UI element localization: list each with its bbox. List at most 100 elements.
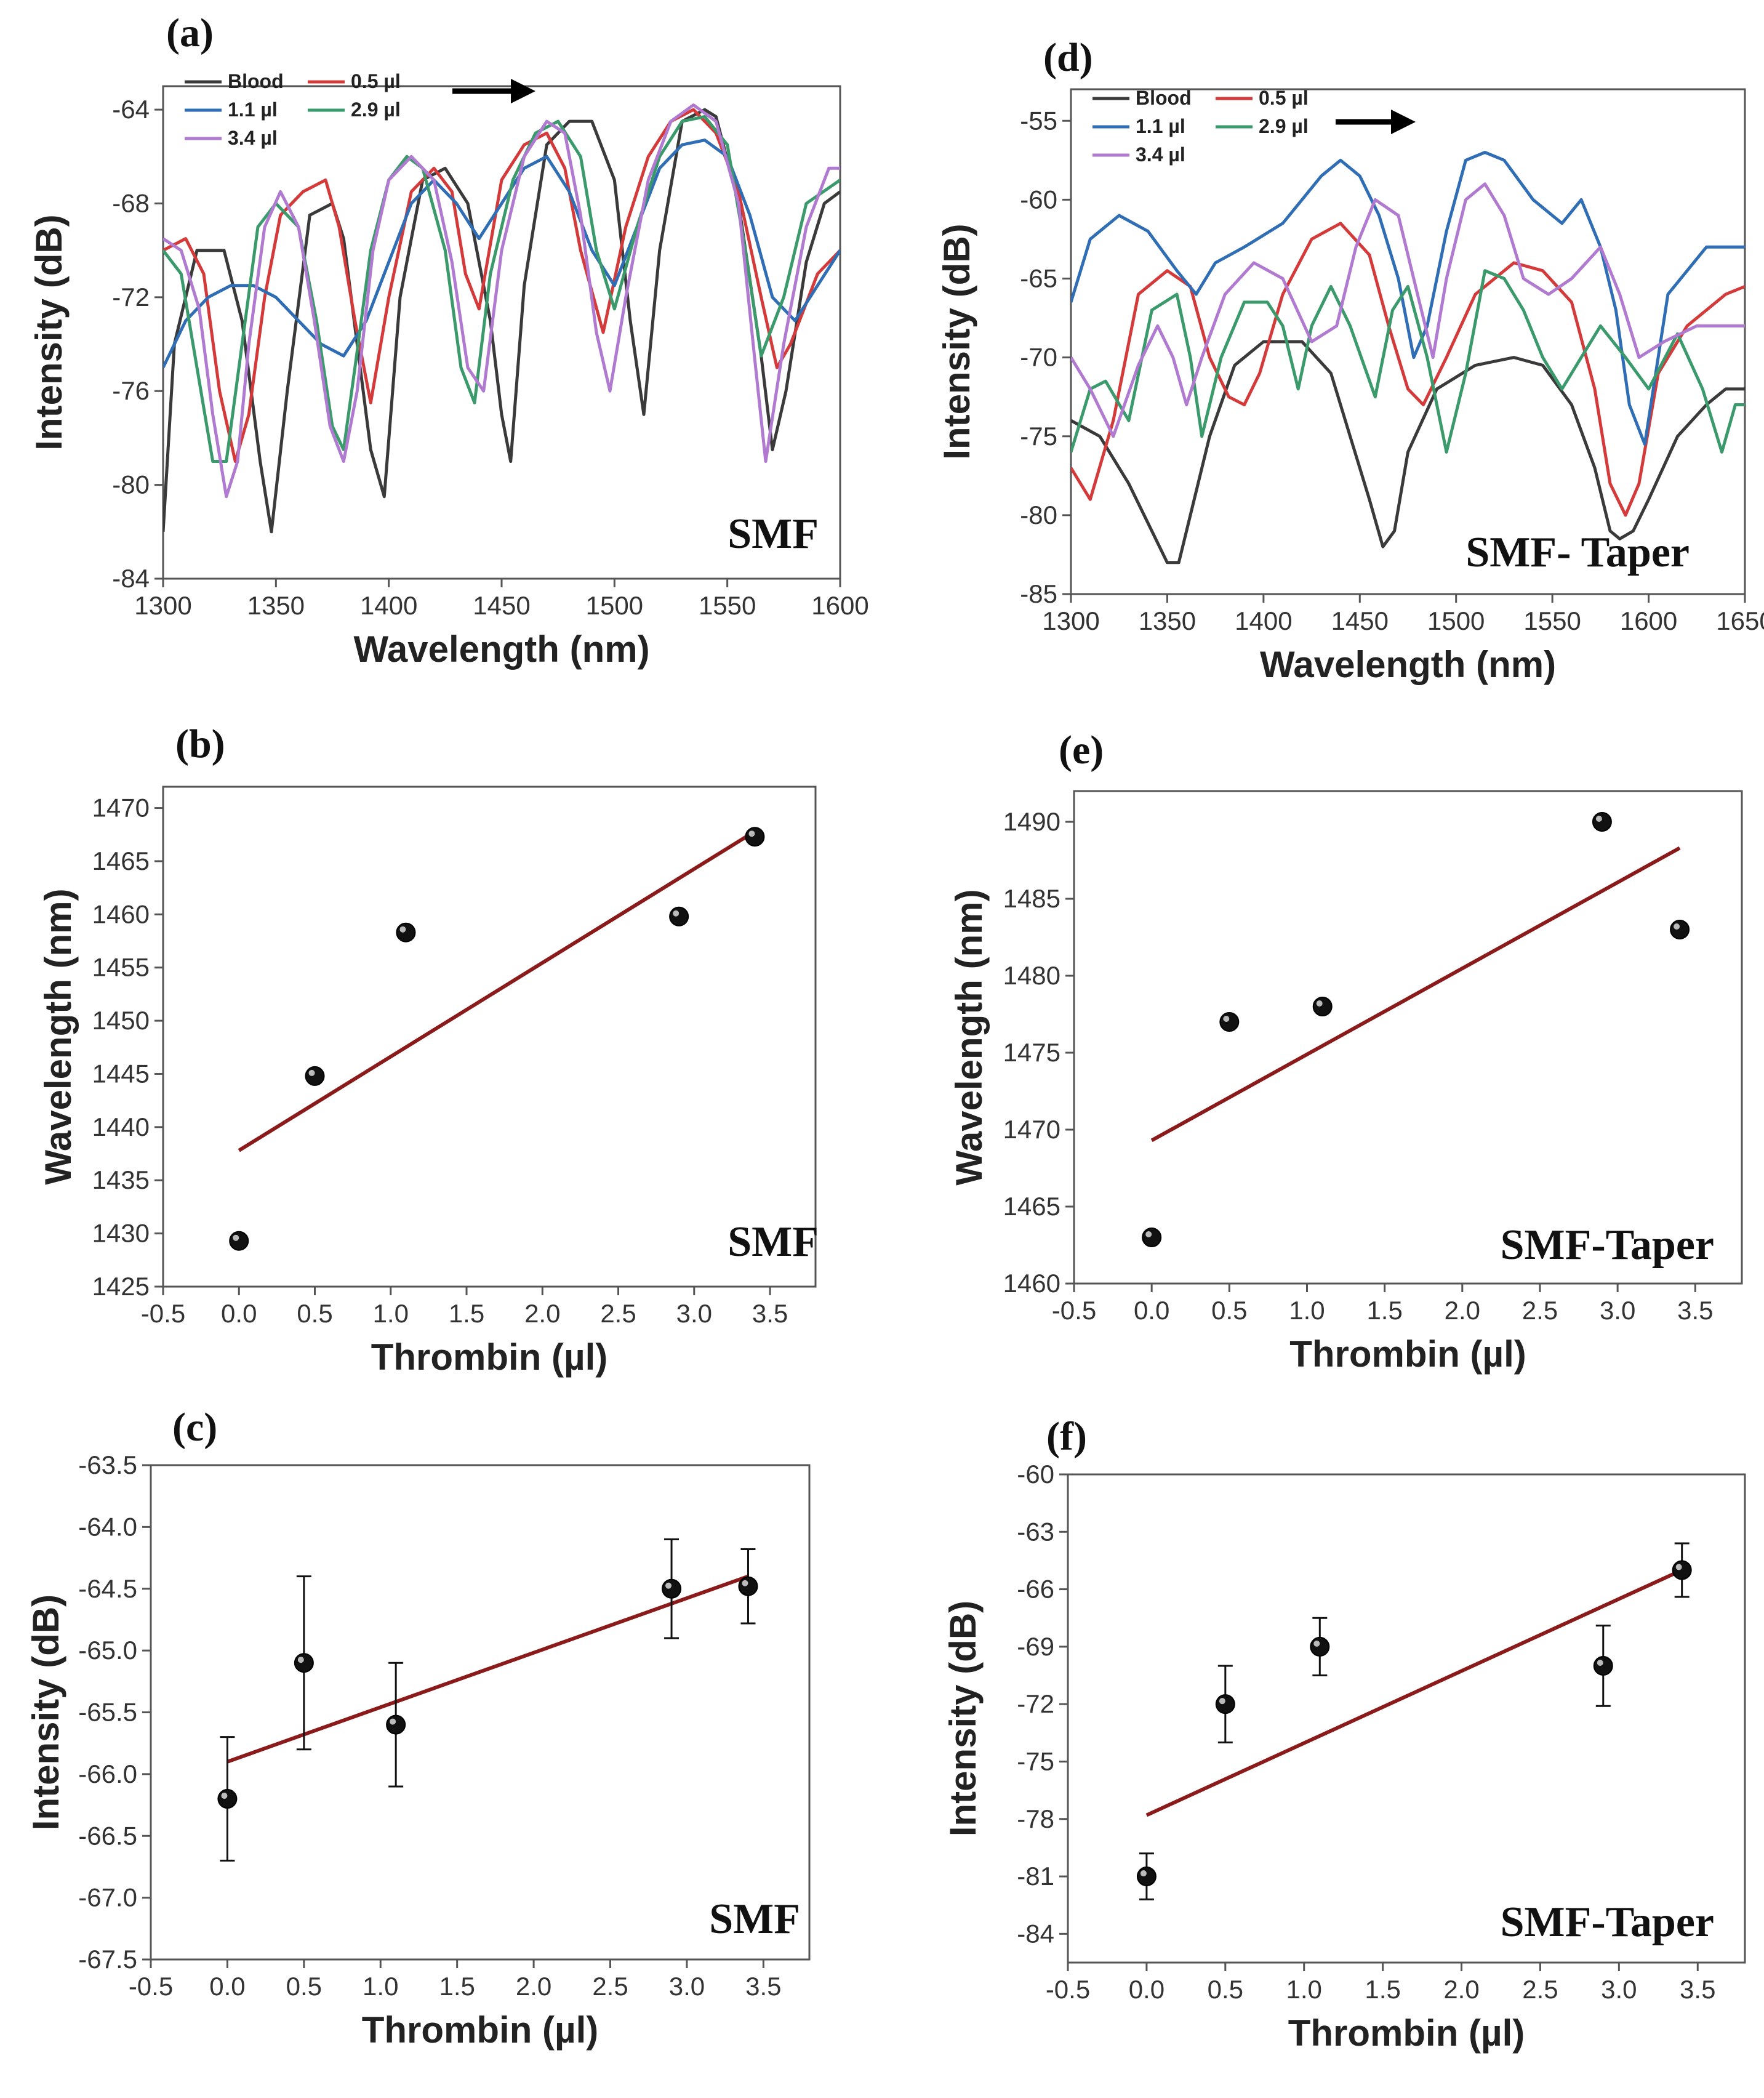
x-tick-label: 3.0: [676, 1299, 712, 1328]
y-tick-label: -78: [1017, 1804, 1054, 1833]
x-tick-label: 1500: [586, 591, 643, 620]
legend-label: 1.1 µl: [1136, 115, 1185, 137]
data-point: [1592, 812, 1612, 832]
x-tick-label: 1.0: [373, 1299, 409, 1328]
chart-panel-c: -0.5 0.0 0.5 1.0 1.5 2.0 2.5 3.0 3.5 -67.5 -67.0 -6…: [25, 1405, 811, 2051]
data-point: [1593, 1655, 1613, 1676]
x-tick-label: 1600: [811, 591, 868, 620]
y-tick-label: -72: [112, 283, 150, 311]
y-tick-label: 1460: [92, 899, 150, 928]
data-point-highlight: [1316, 1000, 1323, 1007]
x-tick-label: 3.5: [752, 1299, 788, 1328]
panel-tag: SMF: [709, 1895, 800, 1943]
y-tick-label: -66.5: [78, 1821, 137, 1850]
series-line-05l: [1071, 222, 1745, 517]
data-point-highlight: [1313, 1640, 1320, 1647]
y-tick-label: 1480: [1003, 961, 1060, 990]
y-tick-label: -64.5: [78, 1574, 137, 1603]
x-tick-label: 1450: [1331, 606, 1389, 635]
series-line-29l: [1071, 269, 1745, 454]
data-point: [386, 1714, 406, 1735]
y-tick-label: 1475: [1003, 1038, 1060, 1067]
x-tick-label: 1500: [1427, 606, 1485, 635]
legend-label: Blood: [228, 70, 284, 92]
plot-frame: [1073, 790, 1743, 1285]
y-tick-label: -60: [1020, 185, 1057, 214]
panel-label: (a): [166, 10, 214, 55]
x-tick-label: 2.5: [600, 1299, 636, 1328]
x-tick-label: -0.5: [129, 1972, 173, 2001]
panel-tag: SMF: [728, 510, 819, 558]
data-point-highlight: [221, 1793, 228, 1799]
x-tick-label: 3.0: [1601, 1975, 1637, 2004]
x-tick-label: 0.0: [209, 1972, 245, 2001]
data-point-highlight: [1674, 923, 1680, 930]
panel-tag: SMF: [728, 1218, 819, 1266]
plot-frame: [162, 786, 817, 1288]
chart-panel-b: -0.5 0.0 0.5 1.0 1.5 2.0 2.5 3.0 3.5 1425 1430 1435…: [38, 721, 819, 1378]
x-tick-label: 2.0: [1443, 1975, 1479, 2004]
data-point-highlight: [399, 926, 406, 933]
x-tick-label: 1400: [1235, 606, 1292, 635]
x-tick-label: 2.5: [592, 1972, 628, 2001]
x-tick-label: 2.0: [524, 1299, 560, 1328]
y-tick-label: 1445: [92, 1059, 150, 1088]
y-axis-title: Intensity (dB): [936, 223, 977, 459]
y-axis-title: Wavelength (nm): [948, 889, 990, 1185]
data-point: [217, 1789, 238, 1809]
chart-panel-f: -0.5 0.0 0.5 1.0 1.5 2.0 2.5 3.0 3.5 -84 -81 -78 -75…: [942, 1414, 1746, 2054]
y-tick-label: -85: [1020, 579, 1057, 608]
data-point: [229, 1231, 249, 1251]
y-tick-label: -63.5: [78, 1450, 137, 1479]
y-axis-title: Wavelength (nm): [38, 888, 79, 1184]
x-axis-title: Thrombin (µl): [1288, 2012, 1525, 2054]
legend-label: 3.4 µl: [228, 127, 278, 149]
shift-arrow-head: [511, 79, 535, 103]
panel-label: (f): [1046, 1414, 1087, 1459]
x-tick-label: 1.0: [363, 1972, 398, 2001]
x-tick-label: 3.5: [1680, 1975, 1715, 2004]
data-point-highlight: [1219, 1698, 1225, 1705]
shift-arrow-head: [1391, 110, 1416, 134]
y-tick-label: -72: [1017, 1689, 1054, 1718]
y-tick-label: -84: [112, 564, 150, 593]
y-tick-label: 1470: [1003, 1115, 1060, 1144]
x-axis-title: Wavelength (nm): [1260, 644, 1556, 685]
data-point: [669, 906, 689, 926]
x-tick-label: 1.0: [1289, 1296, 1325, 1325]
x-tick-label: 2.5: [1522, 1296, 1558, 1325]
x-tick-label: 1.5: [449, 1299, 484, 1328]
data-point-highlight: [308, 1069, 315, 1076]
plot-area: [1071, 151, 1745, 565]
series-line-34l: [1071, 182, 1745, 438]
y-tick-label: -75: [1020, 422, 1057, 451]
legend-label: Blood: [1136, 87, 1192, 109]
data-point: [1136, 1867, 1157, 1887]
chart-panel-d: 1300 1350 1400 1450 1500 1550 1600 1650 -85 -80 -7…: [936, 35, 1764, 685]
y-tick-label: -65: [1020, 264, 1057, 293]
data-point-highlight: [1223, 1016, 1230, 1022]
x-tick-label: 1.0: [1286, 1975, 1322, 2004]
panel-tag: SMF-Taper: [1501, 1899, 1714, 1946]
data-point-highlight: [1595, 816, 1602, 822]
plot-area: [1136, 1542, 1692, 1900]
x-tick-label: 1650: [1716, 606, 1764, 635]
y-tick-label: -55: [1020, 106, 1057, 135]
y-tick-label: -68: [112, 188, 150, 217]
x-tick-label: 1300: [1042, 606, 1099, 635]
data-point-highlight: [665, 1582, 672, 1589]
x-tick-label: 1350: [247, 591, 305, 620]
data-point: [1672, 1560, 1692, 1580]
data-point: [1219, 1012, 1240, 1032]
x-tick-label: 2.5: [1522, 1975, 1558, 2004]
series-line-05l: [163, 108, 840, 463]
x-tick-label: -0.5: [1052, 1296, 1096, 1325]
y-tick-label: -75: [1017, 1746, 1054, 1775]
y-tick-label: -65.0: [78, 1636, 137, 1665]
x-tick-label: 1.5: [1365, 1975, 1400, 2004]
y-tick-label: -84: [1017, 1919, 1054, 1948]
plot-area: [217, 1538, 758, 1862]
y-axis-title: Intensity (dB): [942, 1601, 984, 1836]
y-tick-label: -67.5: [78, 1945, 137, 1974]
